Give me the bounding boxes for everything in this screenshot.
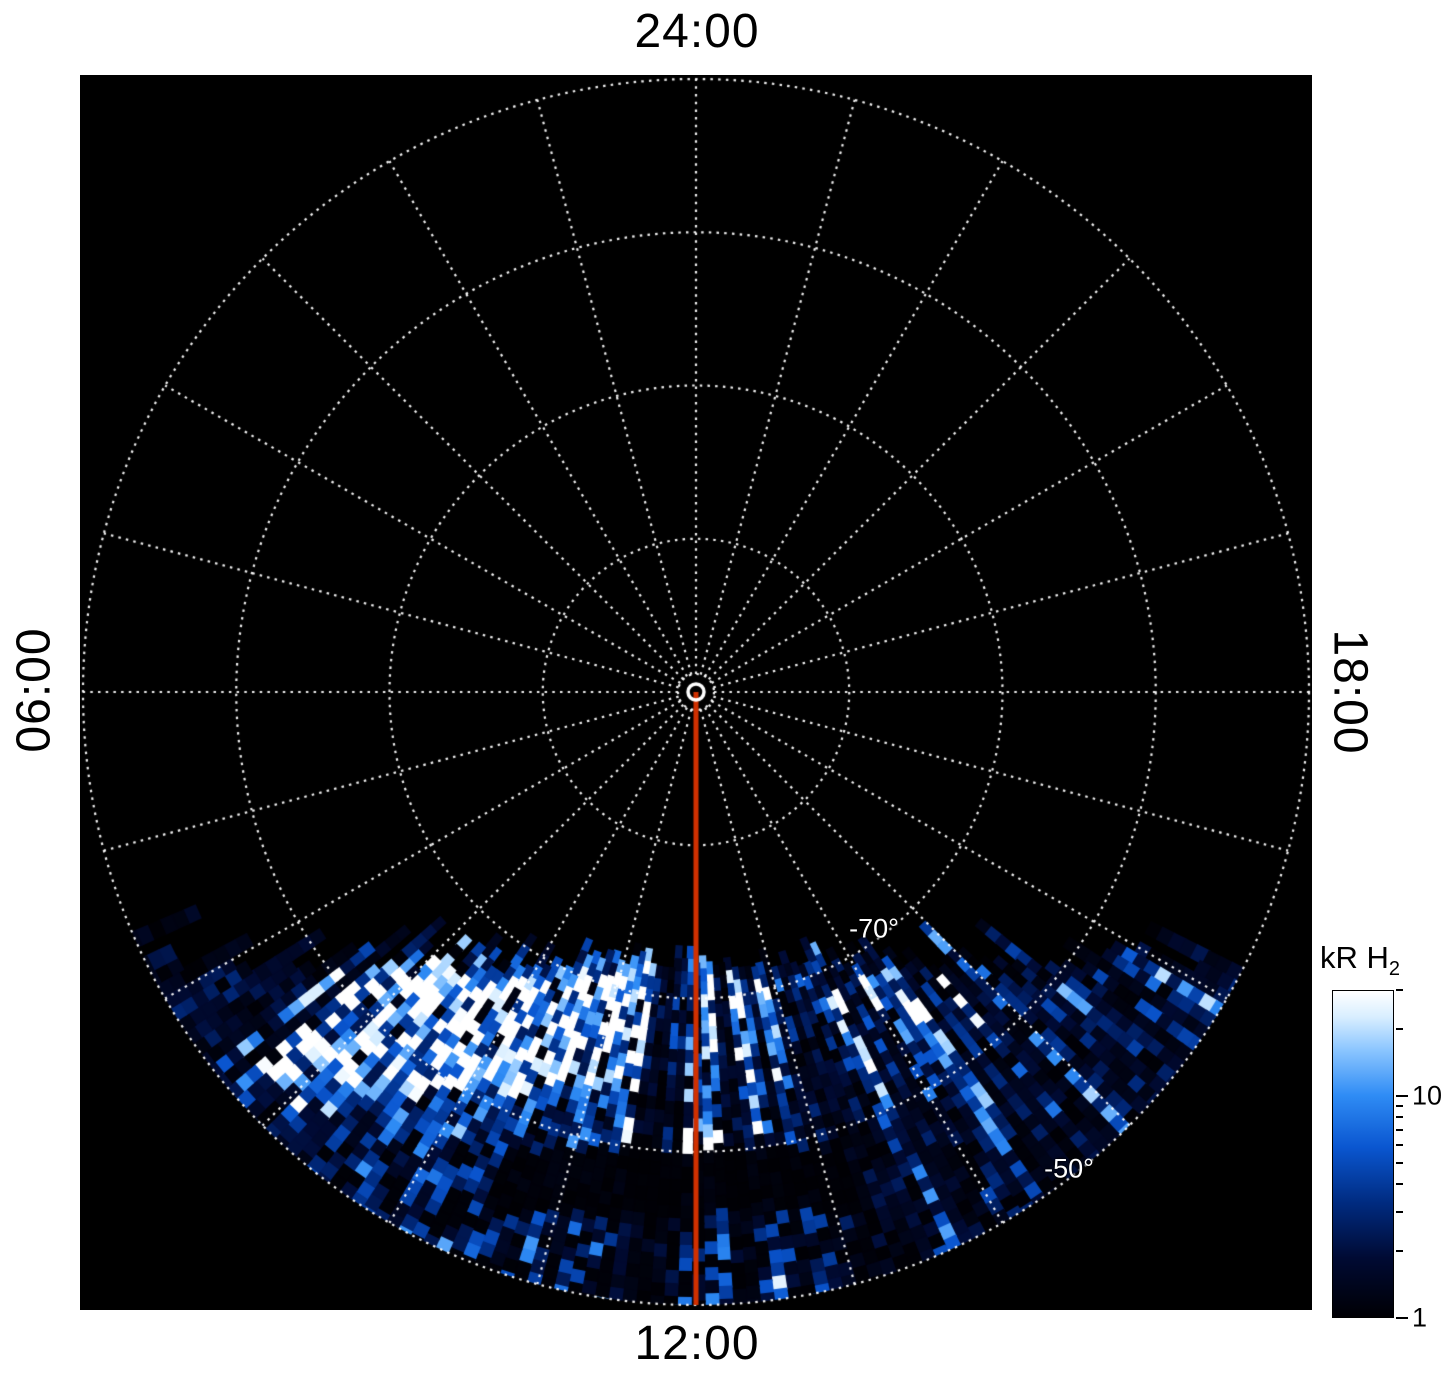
polar-aurora-plot: [80, 75, 1312, 1310]
local-time-label-2400: 24:00: [634, 5, 760, 58]
colorbar-major-tick: [1396, 1317, 1408, 1319]
colorbar-tick-label: 10: [1412, 1080, 1443, 1111]
local-time-label-0600: 06:00: [7, 627, 61, 753]
latitude-ring-label-70: -70°: [849, 913, 899, 944]
colorbar-title-text: kR H: [1320, 940, 1389, 975]
colorbar-minor-tick: [1396, 1183, 1403, 1186]
colorbar: [1332, 990, 1394, 1318]
colorbar-minor-tick: [1396, 1211, 1403, 1214]
latitude-ring-label-50: -50°: [1044, 1153, 1094, 1184]
local-time-label-1200: 12:00: [634, 1317, 760, 1370]
local-time-label-1800: 18:00: [1323, 629, 1377, 755]
colorbar-title-subscript: 2: [1388, 958, 1401, 981]
colorbar-minor-tick: [1396, 1144, 1403, 1147]
colorbar-minor-tick: [1396, 1116, 1403, 1119]
colorbar-minor-tick: [1396, 1161, 1403, 1164]
colorbar-title: kR H2: [1320, 940, 1400, 981]
colorbar-minor-tick: [1396, 1250, 1403, 1253]
colorbar-minor-tick: [1396, 1129, 1403, 1132]
colorbar-tick-label: 1: [1412, 1302, 1428, 1333]
colorbar-minor-tick: [1396, 1028, 1403, 1031]
colorbar-major-tick: [1396, 1094, 1408, 1097]
colorbar-minor-tick: [1396, 989, 1403, 991]
colorbar-minor-tick: [1396, 1105, 1403, 1108]
